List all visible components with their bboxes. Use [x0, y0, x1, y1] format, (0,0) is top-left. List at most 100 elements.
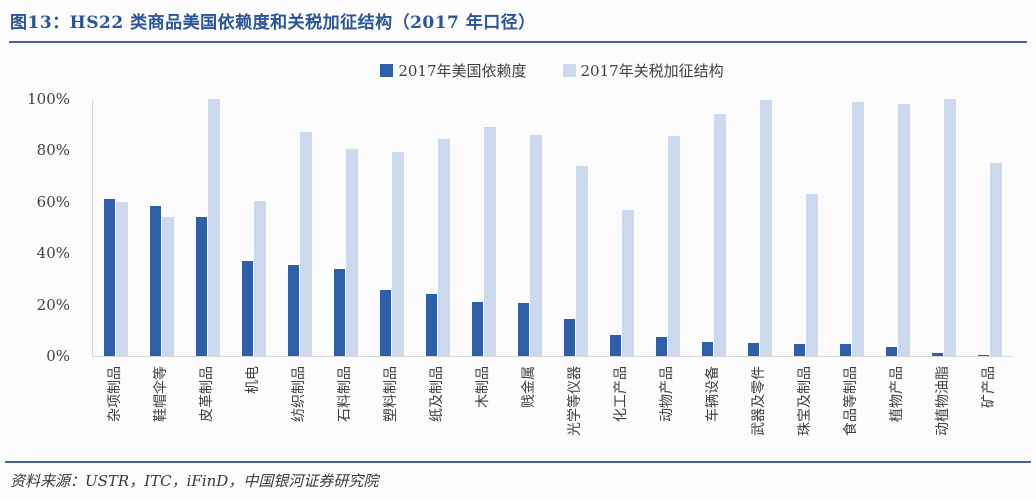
x-axis-label-column: 动植物油脂	[920, 364, 966, 462]
bar-group	[323, 99, 369, 356]
y-axis-tick-label: 20%	[36, 295, 70, 314]
x-axis-label-column: 珠宝及制品	[782, 364, 828, 462]
x-axis-label-column: 化工产品	[598, 364, 644, 462]
bar-series2	[852, 101, 864, 356]
x-axis-label-column: 石料制品	[322, 364, 368, 462]
bar-series1	[472, 302, 483, 356]
bar-series2	[806, 194, 818, 356]
x-axis-tick-label: 皮革制品	[199, 366, 215, 422]
x-axis-label-column: 机电	[230, 364, 276, 462]
x-axis-label-column: 贱金属	[506, 364, 552, 462]
legend-swatch-icon	[562, 64, 576, 77]
bar-series1	[426, 294, 437, 356]
bar-series1	[702, 341, 713, 356]
x-axis-tick-label: 珠宝及制品	[797, 366, 813, 436]
bar-group	[231, 99, 277, 356]
bar-series1	[288, 264, 299, 356]
bar-series1	[978, 354, 989, 356]
bar-series2	[346, 149, 358, 356]
bar-group	[461, 99, 507, 356]
bar-series1	[196, 217, 207, 356]
x-axis-tick-label: 贱金属	[521, 366, 537, 408]
legend-label: 2017年关税加征结构	[580, 62, 724, 80]
bar-series1	[334, 268, 345, 356]
bar-series2	[714, 114, 726, 356]
x-axis-tick-label: 植物产品	[889, 366, 905, 422]
bar-series2	[392, 151, 404, 356]
x-axis-tick-label: 石料制品	[337, 366, 353, 422]
x-axis-tick-label: 动植物油脂	[935, 366, 951, 436]
x-axis-label-column: 矿产品	[966, 364, 1012, 462]
bar-group	[921, 99, 967, 356]
bar-group	[691, 99, 737, 356]
bar-series1	[150, 205, 161, 356]
bar-series1	[380, 290, 391, 356]
bar-series1	[518, 303, 529, 356]
bar-group	[93, 99, 139, 356]
bar-group	[415, 99, 461, 356]
x-axis-label-column: 皮革制品	[184, 364, 230, 462]
bar-series1	[242, 260, 253, 356]
bar-group	[369, 99, 415, 356]
bar-series1	[748, 343, 759, 356]
bar-series2	[898, 104, 910, 356]
x-axis-tick-label: 纸及制品	[429, 366, 445, 422]
bar-group	[967, 99, 1013, 356]
source-note: 资料来源：USTR，ITC，iFinD，中国银河证券研究院	[10, 472, 379, 490]
bar-group	[599, 99, 645, 356]
bar-series1	[610, 335, 621, 356]
x-axis-tick-label: 杂项制品	[107, 366, 123, 422]
x-axis-tick-label: 木制品	[475, 366, 491, 408]
x-axis-tick-label: 矿产品	[981, 366, 997, 408]
bar-group	[829, 99, 875, 356]
bar-series2	[530, 134, 542, 356]
bar-series2	[576, 165, 588, 356]
legend-label: 2017年美国依赖度	[398, 62, 527, 80]
figure-title: 图13：HS22 类商品美国依赖度和关税加征结构（2017 年口径）	[10, 13, 536, 33]
y-axis-tick-label: 60%	[36, 192, 70, 211]
x-axis-tick-label: 武器及零件	[751, 366, 767, 436]
y-axis-tick-label: 0%	[46, 347, 70, 365]
bar-series2	[944, 99, 956, 356]
bar-group	[783, 99, 829, 356]
bar-series1	[656, 336, 667, 356]
title-divider-line	[9, 41, 1027, 43]
x-axis-label-column: 纺织制品	[276, 364, 322, 462]
x-axis-label-column: 动物产品	[644, 364, 690, 462]
chart-legend: 2017年美国依赖度 2017年关税加征结构	[92, 60, 1012, 81]
x-axis-label-column: 塑料制品	[368, 364, 414, 462]
bar-series1	[932, 353, 943, 356]
bar-series2	[254, 200, 266, 356]
x-axis-label-column: 植物产品	[874, 364, 920, 462]
x-axis-tick-label: 食品等制品	[843, 366, 859, 436]
x-axis-label-column: 杂项制品	[92, 364, 138, 462]
x-axis-label-column: 车辆设备	[690, 364, 736, 462]
x-axis-tick-label: 鞋帽伞等	[153, 366, 169, 422]
x-axis-label-column: 光学等仪器	[552, 364, 598, 462]
x-axis-label-column: 纸及制品	[414, 364, 460, 462]
footer-divider-line	[5, 461, 1031, 463]
x-axis-label-column: 食品等制品	[828, 364, 874, 462]
x-axis-tick-label: 化工产品	[613, 366, 629, 422]
x-axis-tick-label: 车辆设备	[705, 366, 721, 422]
legend-item-series1: 2017年美国依赖度	[380, 60, 527, 81]
bar-group	[139, 99, 185, 356]
x-axis-label-column: 鞋帽伞等	[138, 364, 184, 462]
bar-series1	[840, 344, 851, 356]
bar-group	[507, 99, 553, 356]
y-axis-tick-label: 40%	[36, 244, 70, 263]
bar-series1	[564, 318, 575, 356]
bar-chart-plot-area	[92, 99, 1013, 357]
x-axis-tick-label: 机电	[245, 366, 261, 394]
x-axis-tick-label: 动物产品	[659, 366, 675, 422]
bar-series2	[622, 209, 634, 356]
legend-item-series2: 2017年关税加征结构	[562, 60, 724, 81]
bar-group	[737, 99, 783, 356]
bar-series2	[484, 127, 496, 356]
bar-series2	[990, 163, 1002, 356]
bar-series2	[760, 100, 772, 356]
bar-group	[277, 99, 323, 356]
bar-group	[875, 99, 921, 356]
x-axis-tick-label: 光学等仪器	[567, 366, 583, 436]
